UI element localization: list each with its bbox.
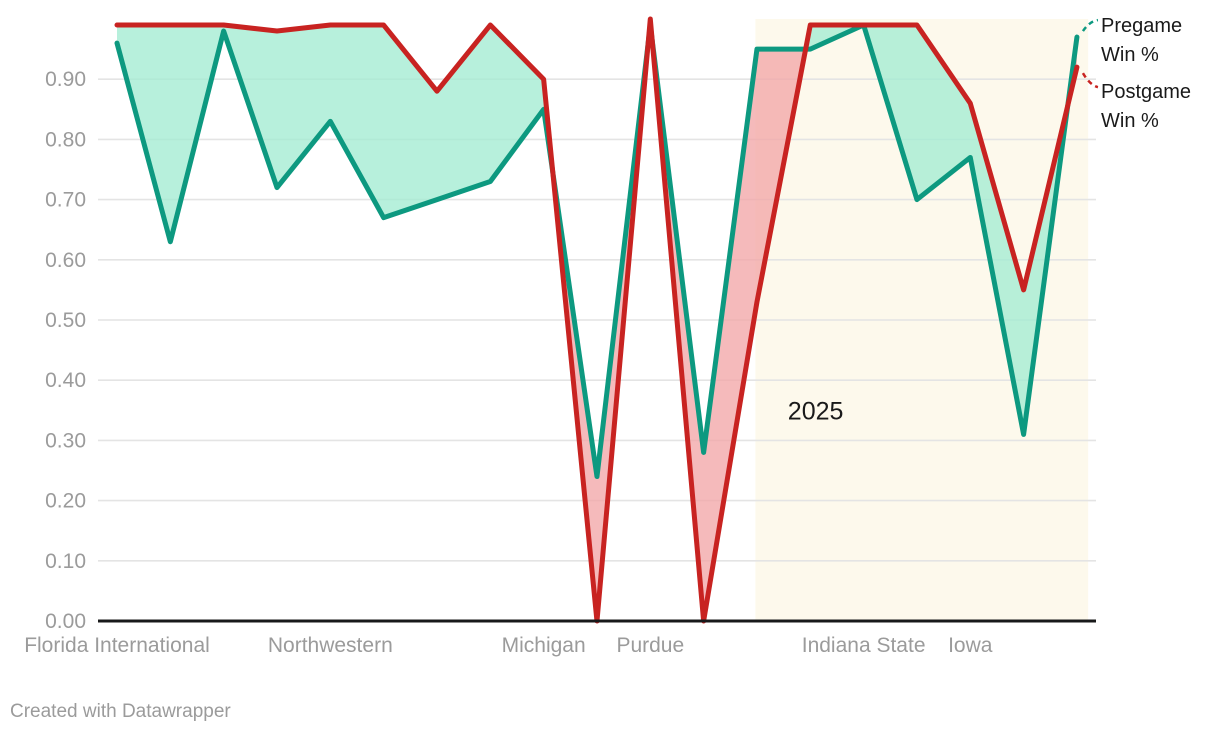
legend-item-pregame: Pregame Win % <box>1101 15 1183 66</box>
x-tick-label: Indiana State <box>802 634 926 657</box>
legend-connector-pregame <box>1081 18 1099 32</box>
y-tick-label: 0.50 <box>45 309 86 332</box>
y-tick-label: 0.30 <box>45 429 86 452</box>
band-label-2025: 2025 <box>788 397 844 425</box>
y-tick-label: 0.70 <box>45 189 86 212</box>
y-tick-label: 0.00 <box>45 610 86 633</box>
y-tick-label: 0.90 <box>45 68 86 91</box>
legend-item-postgame: Postgame Win % <box>1101 81 1192 132</box>
x-tick-label: Michigan <box>502 634 586 657</box>
y-tick-label: 0.80 <box>45 128 86 151</box>
attribution: Created with Datawrapper <box>10 701 231 722</box>
y-tick-label: 0.10 <box>45 550 86 573</box>
x-tick-label: Purdue <box>616 634 684 657</box>
y-tick-label: 0.20 <box>45 490 86 513</box>
y-tick-label: 0.40 <box>45 369 86 392</box>
fill-postgame-below <box>117 19 1077 621</box>
y-tick-label: 0.60 <box>45 249 86 272</box>
legend-connector-postgame <box>1081 72 1099 89</box>
line-chart-canvas: 0.00 0.10 0.20 0.30 0.40 0.50 0.60 0.70 0.80 0.90… <box>24 16 1099 657</box>
x-tick-label: Iowa <box>948 634 993 657</box>
x-tick-label: Florida International <box>24 634 210 657</box>
pregame-line <box>114 22 1080 480</box>
x-tick-label: Northwestern <box>268 634 393 657</box>
